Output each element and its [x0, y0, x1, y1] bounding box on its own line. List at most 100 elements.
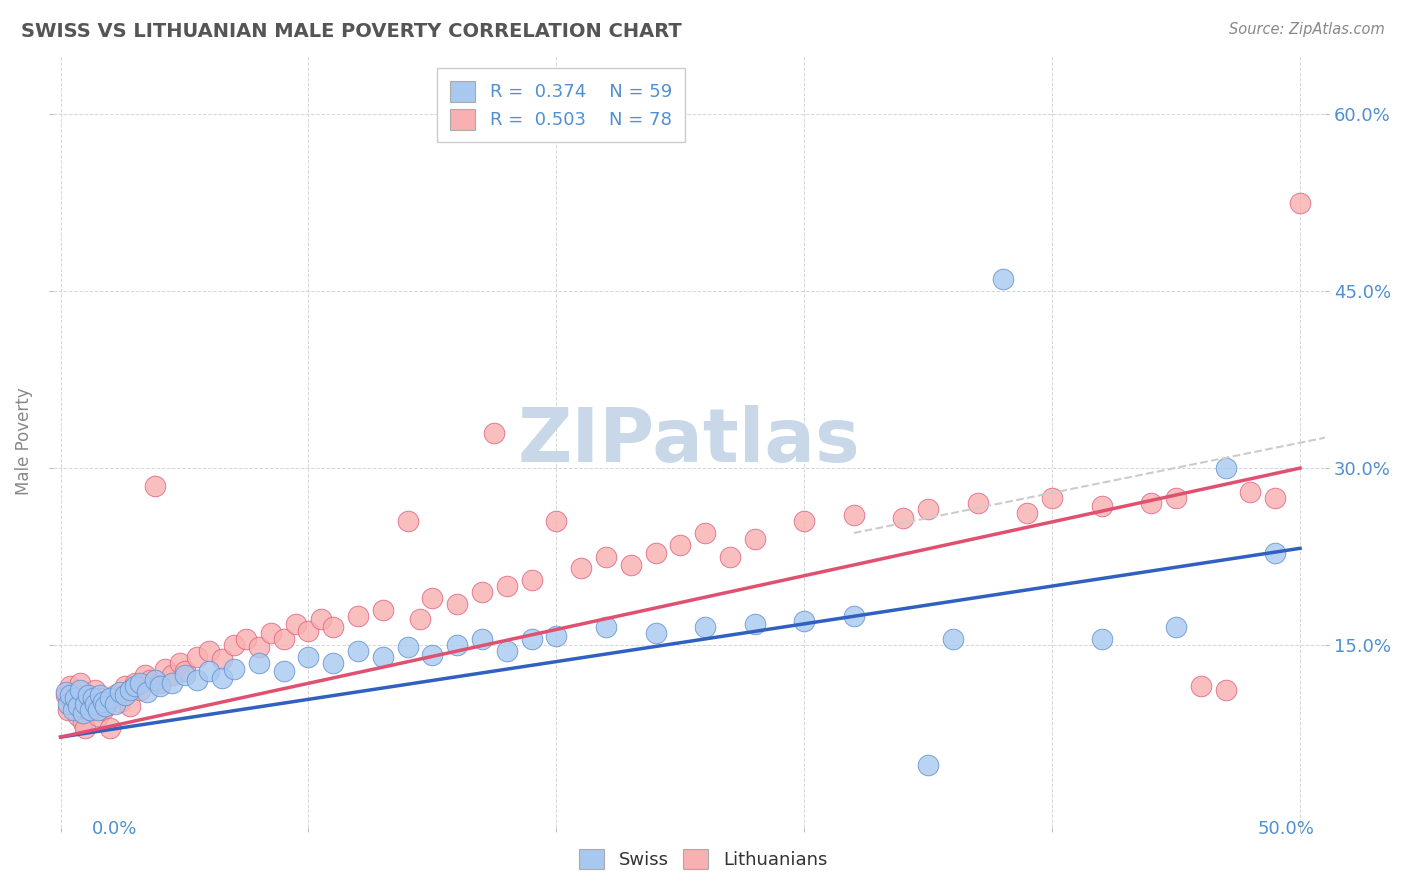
Point	[139, 673, 162, 688]
Point	[1164, 491, 1187, 505]
Point	[1040, 491, 1063, 505]
Point	[446, 638, 468, 652]
Point	[966, 496, 988, 510]
Point	[1140, 496, 1163, 510]
Point	[104, 697, 127, 711]
Point	[1164, 620, 1187, 634]
Point	[69, 675, 91, 690]
Point	[75, 721, 97, 735]
Point	[55, 685, 77, 699]
Point	[347, 608, 370, 623]
Point	[842, 508, 865, 523]
Point	[62, 703, 84, 717]
Point	[59, 679, 82, 693]
Point	[160, 675, 183, 690]
Point	[173, 667, 195, 681]
Point	[644, 546, 666, 560]
Point	[520, 632, 543, 647]
Point	[198, 664, 221, 678]
Point	[569, 561, 592, 575]
Point	[917, 502, 939, 516]
Point	[65, 691, 87, 706]
Point	[124, 675, 146, 690]
Point	[211, 671, 233, 685]
Point	[693, 526, 716, 541]
Point	[186, 649, 208, 664]
Point	[744, 616, 766, 631]
Point	[1189, 679, 1212, 693]
Legend: Swiss, Lithuanians: Swiss, Lithuanians	[569, 839, 837, 879]
Text: 50.0%: 50.0%	[1258, 821, 1315, 838]
Point	[471, 585, 494, 599]
Point	[91, 695, 114, 709]
Point	[471, 632, 494, 647]
Text: 0.0%: 0.0%	[91, 821, 136, 838]
Point	[62, 697, 84, 711]
Point	[396, 640, 419, 655]
Point	[546, 514, 568, 528]
Point	[84, 697, 107, 711]
Point	[72, 714, 94, 729]
Point	[718, 549, 741, 564]
Point	[87, 709, 110, 723]
Point	[396, 514, 419, 528]
Point	[153, 662, 176, 676]
Point	[546, 629, 568, 643]
Point	[114, 679, 136, 693]
Point	[1215, 682, 1237, 697]
Point	[297, 624, 319, 638]
Point	[793, 514, 815, 528]
Point	[75, 697, 97, 711]
Point	[322, 656, 344, 670]
Point	[595, 549, 617, 564]
Point	[104, 688, 127, 702]
Point	[484, 425, 506, 440]
Point	[1091, 499, 1114, 513]
Point	[273, 664, 295, 678]
Point	[108, 685, 131, 699]
Point	[79, 703, 101, 717]
Point	[173, 664, 195, 678]
Point	[118, 682, 141, 697]
Point	[56, 703, 79, 717]
Point	[422, 591, 444, 605]
Point	[59, 688, 82, 702]
Point	[169, 656, 191, 670]
Point	[322, 620, 344, 634]
Point	[186, 673, 208, 688]
Point	[495, 579, 517, 593]
Point	[595, 620, 617, 634]
Point	[285, 616, 308, 631]
Point	[91, 703, 114, 717]
Point	[94, 699, 117, 714]
Point	[118, 699, 141, 714]
Point	[693, 620, 716, 634]
Point	[1264, 491, 1286, 505]
Point	[149, 679, 172, 693]
Point	[409, 612, 432, 626]
Point	[620, 558, 643, 572]
Point	[297, 649, 319, 664]
Point	[72, 706, 94, 721]
Point	[422, 648, 444, 662]
Point	[55, 688, 77, 702]
Point	[124, 679, 146, 693]
Point	[69, 682, 91, 697]
Point	[273, 632, 295, 647]
Point	[198, 644, 221, 658]
Point	[56, 697, 79, 711]
Point	[495, 644, 517, 658]
Point	[1239, 484, 1261, 499]
Point	[66, 709, 89, 723]
Text: SWISS VS LITHUANIAN MALE POVERTY CORRELATION CHART: SWISS VS LITHUANIAN MALE POVERTY CORRELA…	[21, 22, 682, 41]
Point	[309, 612, 332, 626]
Y-axis label: Male Poverty: Male Poverty	[15, 388, 32, 495]
Point	[520, 573, 543, 587]
Point	[991, 272, 1014, 286]
Point	[129, 675, 152, 690]
Point	[1215, 461, 1237, 475]
Point	[1017, 506, 1039, 520]
Point	[371, 649, 394, 664]
Point	[129, 682, 152, 697]
Point	[136, 685, 159, 699]
